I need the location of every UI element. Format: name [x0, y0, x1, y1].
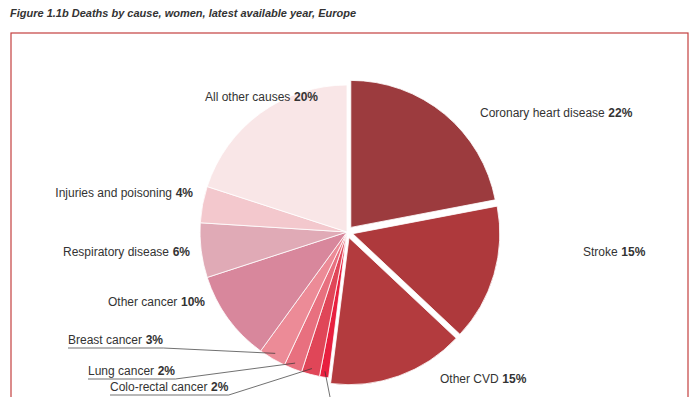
- leader-line: [88, 363, 295, 379]
- category-label: Lung cancer: [88, 364, 154, 378]
- category-label: Other cancer: [108, 295, 177, 309]
- chart: Figure 1.1b Deaths by cause, women, late…: [0, 0, 698, 397]
- category-label: Colo-rectal cancer: [110, 380, 207, 394]
- value-label: 2%: [211, 380, 229, 394]
- leader-line: [110, 369, 312, 395]
- slice: [351, 80, 495, 227]
- slice-label: Coronary heart disease22%: [480, 106, 633, 120]
- leader-line: [325, 371, 331, 397]
- slice-label: All other causes 20%: [205, 90, 318, 104]
- category-label: Breast cancer: [68, 333, 142, 347]
- value-label: 22%: [608, 106, 632, 120]
- category-label: Other CVD: [440, 372, 499, 386]
- value-label: 20%: [294, 90, 318, 104]
- slice-label: Injuries and poisoning 4%: [55, 186, 193, 200]
- slice-label: Lung cancer 2%: [88, 364, 175, 378]
- value-label: 3%: [146, 333, 164, 347]
- category-label: Stroke: [583, 245, 618, 259]
- slice-label: Respiratory disease 6%: [63, 245, 190, 259]
- labels: Coronary heart disease22%Stroke15%Other …: [55, 90, 645, 394]
- slice-label: Other cancer 10%: [108, 295, 205, 309]
- category-label: Respiratory disease: [63, 245, 169, 259]
- slice-label: Colo-rectal cancer 2%: [110, 380, 229, 394]
- category-label: Coronary heart disease: [480, 106, 605, 120]
- value-label: 15%: [502, 372, 526, 386]
- value-label: 4%: [176, 186, 194, 200]
- leaders: [68, 348, 331, 397]
- value-label: 2%: [158, 364, 176, 378]
- frame: [11, 33, 688, 397]
- slice-label: Other CVD15%: [440, 372, 527, 386]
- slice-label: Stroke15%: [583, 245, 646, 259]
- title: Figure 1.1b Deaths by cause, women, late…: [10, 7, 356, 19]
- value-label: 15%: [621, 245, 645, 259]
- value-label: 6%: [173, 245, 191, 259]
- slice-label: Breast cancer 3%: [68, 333, 163, 347]
- slice: [207, 85, 347, 232]
- slices: [200, 80, 500, 384]
- leader-line: [68, 348, 275, 353]
- category-label: All other causes: [205, 90, 290, 104]
- category-label: Injuries and poisoning: [55, 186, 172, 200]
- slice: [331, 238, 457, 385]
- value-label: 10%: [181, 295, 205, 309]
